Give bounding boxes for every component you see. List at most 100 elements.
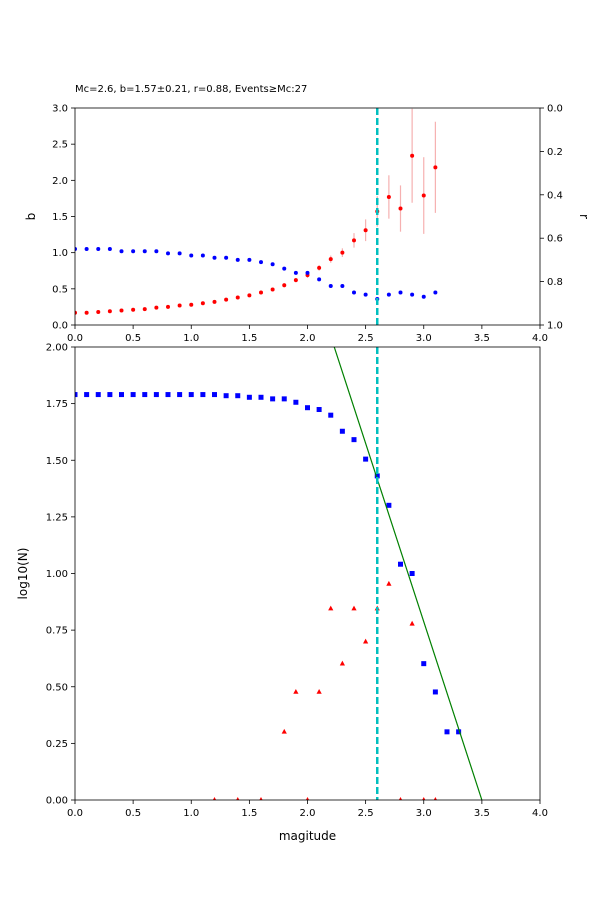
x-tick-label: 2.0: [300, 808, 316, 819]
point: [421, 294, 426, 299]
point: [386, 194, 391, 199]
y-tick-label: 2.5: [52, 140, 68, 151]
point: [270, 396, 276, 402]
point: [433, 797, 438, 800]
y-tick-label: 1.5: [52, 212, 68, 223]
x-tick-label: 3.5: [474, 808, 490, 819]
point: [177, 303, 182, 308]
point: [328, 605, 334, 611]
point: [340, 250, 345, 255]
point: [247, 257, 252, 262]
y-tick-label: 3.0: [52, 104, 68, 115]
point: [259, 260, 263, 265]
point: [433, 290, 438, 295]
point: [316, 688, 322, 694]
x-tick-label: 4.0: [532, 333, 548, 344]
point: [84, 310, 89, 315]
point: [328, 412, 334, 418]
y-tick-label: 0.5: [52, 284, 68, 295]
point: [421, 193, 426, 198]
point: [410, 292, 415, 297]
x-tick-label: 2.5: [358, 808, 374, 819]
point: [363, 638, 369, 644]
point: [351, 605, 357, 611]
point: [339, 660, 345, 666]
point: [236, 797, 240, 800]
point: [363, 292, 368, 297]
point: [398, 797, 403, 800]
point: [130, 392, 136, 398]
point: [235, 257, 240, 262]
point: [281, 728, 287, 734]
x-tick-label: 1.0: [183, 333, 199, 344]
point: [107, 309, 112, 314]
point: [363, 456, 369, 462]
y-tick-label: 2.0: [52, 176, 68, 187]
y2-tick-label: 0.6: [547, 234, 563, 245]
point: [433, 165, 438, 170]
point: [409, 571, 415, 576]
y-tick-label: 1.25: [46, 512, 68, 523]
point: [131, 249, 136, 254]
point: [374, 473, 380, 479]
point: [224, 297, 229, 302]
y-tick-label: 1.75: [46, 399, 68, 410]
y2-tick-label: 0.0: [547, 104, 563, 115]
y-tick-label: 0.0: [52, 321, 68, 332]
plot-frame: [74, 346, 541, 801]
y-tick-label: 1.50: [46, 456, 68, 467]
point: [432, 689, 438, 695]
point: [293, 688, 299, 694]
y-tick-label: 1.0: [52, 248, 68, 259]
point: [119, 392, 124, 398]
point: [212, 797, 217, 800]
y-tick-label: 0.25: [46, 739, 68, 750]
point: [351, 437, 357, 443]
point: [119, 308, 124, 313]
y-tick-label: 0.50: [46, 682, 68, 693]
y2-tick-label: 0.4: [547, 190, 563, 201]
point: [131, 307, 136, 312]
x-tick-label: 0.0: [67, 333, 83, 344]
point: [398, 561, 403, 567]
point: [305, 270, 310, 275]
y-tick-label: 1.00: [46, 569, 68, 580]
point: [96, 309, 101, 314]
point: [166, 304, 170, 309]
point: [84, 392, 90, 398]
point: [410, 153, 415, 158]
point: [258, 394, 264, 400]
point: [316, 407, 322, 413]
y2-tick-label: 0.8: [547, 277, 563, 288]
point: [328, 283, 333, 288]
point: [200, 392, 206, 398]
point: [282, 283, 287, 288]
point: [212, 299, 217, 304]
x-tick-label: 0.0: [67, 808, 83, 819]
y-axis-label: b: [24, 213, 38, 221]
plot-frame: [74, 107, 541, 326]
x-tick-label: 1.5: [241, 808, 257, 819]
point: [165, 392, 171, 398]
x-tick-label: 2.0: [300, 333, 316, 344]
point: [305, 797, 310, 800]
point: [107, 247, 112, 252]
point: [259, 290, 263, 295]
clip-group: [75, 347, 483, 800]
x-tick-label: 1.5: [241, 333, 257, 344]
y2-tick-label: 0.2: [547, 147, 563, 158]
y-axis-label: log10(N): [16, 548, 30, 600]
chart-title: Mc=2.6, b=1.57±0.21, r=0.88, Events≥Mc:2…: [75, 84, 307, 95]
y-tick-label: 2.00: [46, 343, 68, 354]
point: [212, 392, 217, 398]
point: [177, 251, 182, 256]
point: [119, 249, 124, 254]
point: [142, 307, 147, 312]
point: [422, 797, 426, 800]
point: [177, 392, 183, 398]
y2-axis-label: r: [577, 214, 591, 219]
x-tick-label: 1.0: [183, 808, 199, 819]
point: [246, 394, 252, 400]
point: [212, 255, 217, 260]
point: [305, 405, 310, 411]
